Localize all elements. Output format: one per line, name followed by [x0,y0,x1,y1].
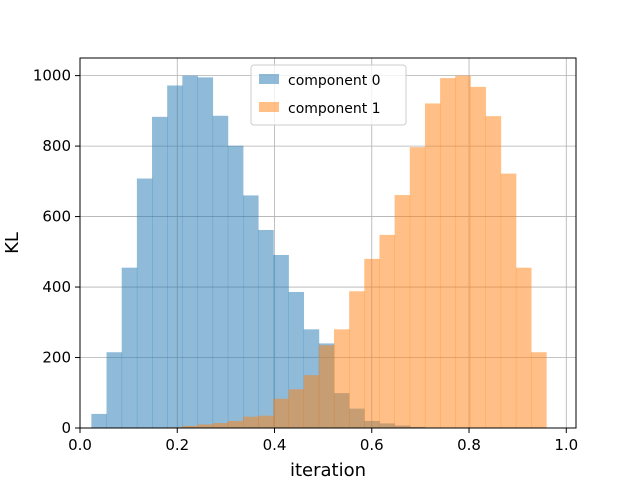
histogram-bar-component-0 [107,352,123,428]
histogram-bar-component-0 [182,76,198,428]
histogram-bar-component-1 [516,268,532,428]
histogram-bar-component-1 [273,399,289,428]
histogram-bar-component-1 [455,76,471,428]
histogram-bar-component-1 [349,291,365,428]
legend-label-component-1: component 1 [288,101,381,117]
histogram-bar-component-1 [425,103,441,428]
y-tick-label: 200 [42,349,71,367]
histogram-bar-component-0 [198,77,214,428]
y-tick-label: 400 [42,278,71,296]
histogram-bar-component-0 [122,268,138,428]
x-tick-label: 0.6 [360,436,384,454]
histogram-bar-component-0 [167,85,183,428]
legend: component 0 component 1 [251,65,406,125]
histogram-bar-component-1 [395,195,411,428]
histogram-bar-component-0 [258,230,274,428]
histogram-bar-component-0 [91,414,107,428]
histogram-bar-component-0 [228,146,244,428]
histogram-bar-component-0 [137,179,153,428]
x-axis-label: iteration [290,460,366,480]
histogram-bar-component-1 [243,417,259,428]
histogram-bar-component-1 [228,421,244,428]
x-tick-label: 0.4 [263,436,287,454]
histogram-bar-component-1 [304,375,320,428]
y-tick-label: 0 [61,419,71,437]
x-tick-label: 0.8 [457,436,481,454]
x-tick-label: 1.0 [554,436,578,454]
legend-swatch-component-0 [259,74,279,84]
y-tick-label: 600 [42,208,71,226]
histogram-bar-component-1 [440,78,456,428]
histogram-bar-component-0 [213,116,229,428]
histogram-bar-component-1 [288,389,304,428]
histogram-bar-component-1 [258,416,274,428]
histogram-bar-component-1 [501,174,517,428]
histogram-bar-component-1 [410,147,426,428]
histogram-bar-component-1 [319,345,335,428]
histogram-bar-component-1 [364,259,380,428]
histogram-bar-component-1 [379,235,395,428]
histogram-bar-component-1 [334,329,350,428]
histogram-bar-component-1 [213,423,229,428]
x-tick-label: 0.2 [165,436,189,454]
legend-swatch-component-1 [259,102,279,112]
histogram-bar-component-1 [198,424,214,428]
y-tick-label: 1000 [33,67,71,85]
legend-label-component-0: component 0 [288,73,381,89]
y-axis-label: KL [2,232,23,254]
x-tick-label: 0.0 [68,436,92,454]
histogram-bar-component-1 [486,116,502,428]
histogram-bar-component-1 [470,87,486,428]
histogram-bar-component-0 [243,195,259,428]
histogram-bar-component-0 [152,117,168,428]
y-tick-label: 800 [42,137,71,155]
histogram-bar-component-1 [531,352,547,428]
